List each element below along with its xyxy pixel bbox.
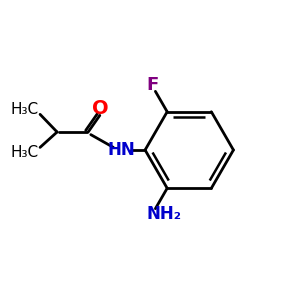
Text: HN: HN (107, 141, 135, 159)
Text: H₃C: H₃C (11, 102, 39, 117)
Text: H₃C: H₃C (11, 145, 39, 160)
Text: O: O (92, 99, 109, 118)
Text: F: F (147, 76, 159, 94)
Text: NH₂: NH₂ (146, 205, 181, 223)
